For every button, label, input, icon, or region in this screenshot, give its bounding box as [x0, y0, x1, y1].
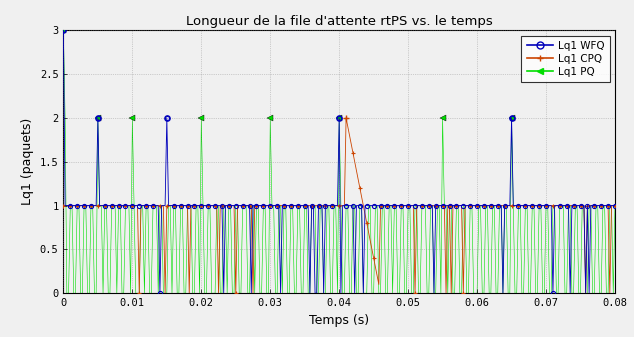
X-axis label: Temps (s): Temps (s) [309, 314, 369, 327]
Legend: Lq1 WFQ, Lq1 CPQ, Lq1 PQ: Lq1 WFQ, Lq1 CPQ, Lq1 PQ [522, 35, 610, 82]
Y-axis label: Lq1 (paquets): Lq1 (paquets) [21, 118, 34, 205]
Title: Longueur de la file d'attente rtPS vs. le temps: Longueur de la file d'attente rtPS vs. l… [186, 15, 493, 28]
